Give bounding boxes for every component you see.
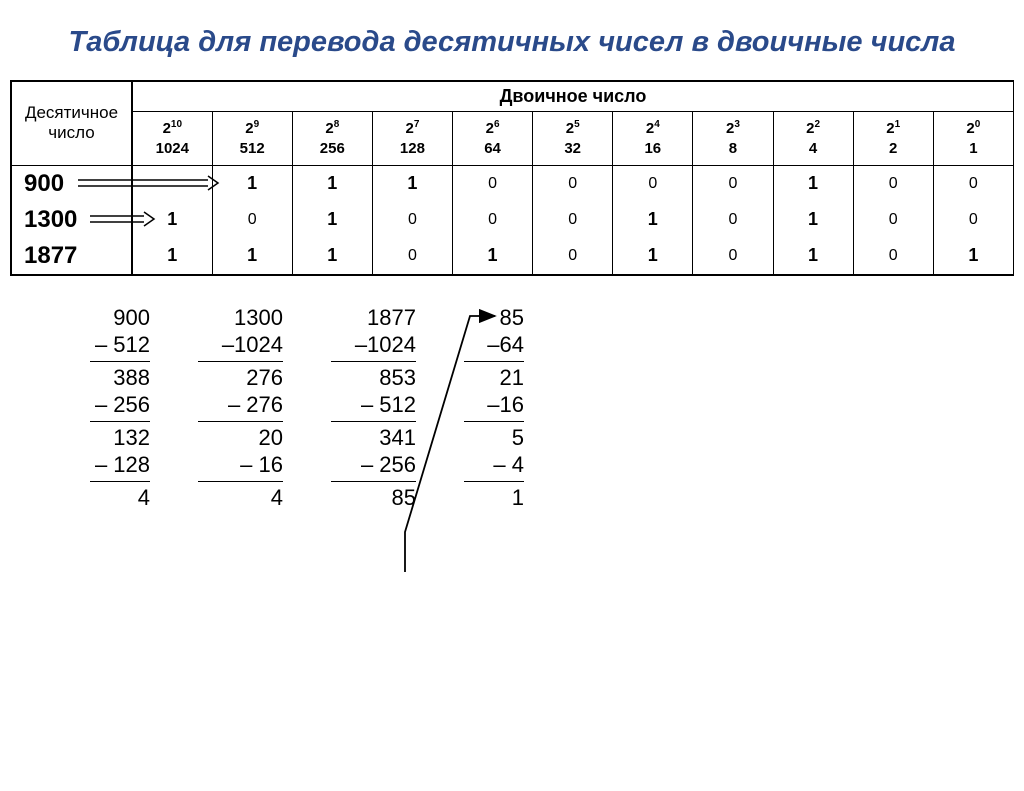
bit-cell: 0 [933, 165, 1013, 202]
bit-cell: 0 [533, 165, 613, 202]
bit-cell: 1 [292, 238, 372, 274]
power-col-8: 28256 [292, 111, 372, 165]
calc-rule [198, 481, 283, 482]
calc-line: 1 [464, 484, 524, 512]
power-col-9: 29512 [212, 111, 292, 165]
calc-rule [331, 421, 416, 422]
calc-rule [464, 361, 524, 362]
bit-cell: 0 [453, 165, 533, 202]
calc-line: – 276 [198, 391, 283, 419]
calc-rule [198, 421, 283, 422]
power-col-6: 2664 [453, 111, 533, 165]
power-col-1: 212 [853, 111, 933, 165]
double-arrow-icon [90, 210, 162, 230]
bit-cell: 0 [613, 165, 693, 202]
power-col-7: 27128 [372, 111, 452, 165]
calc-line: 1300 [198, 304, 283, 332]
bit-cell: 0 [372, 202, 452, 238]
calc-line: – 4 [464, 451, 524, 479]
decimal-value: 900 [12, 165, 132, 202]
calc-line: 132 [90, 424, 150, 452]
bit-cell: 1 [613, 202, 693, 238]
calc-column: 900– 512 388– 256 132– 128 4 [90, 304, 150, 512]
bit-cell: 0 [212, 202, 292, 238]
calculation-area: 900– 512388– 256132– 12841300–1024276– 2… [90, 304, 1024, 512]
bit-cell: 0 [453, 202, 533, 238]
bit-cell: 1 [773, 238, 853, 274]
calc-rule [331, 481, 416, 482]
calc-line: 341 [331, 424, 416, 452]
calc-line: 5 [464, 424, 524, 452]
double-arrow-icon [78, 174, 226, 194]
calc-line: 853 [331, 364, 416, 392]
calc-rule [464, 481, 524, 482]
calc-line: –1024 [198, 331, 283, 359]
calc-rule [198, 361, 283, 362]
calc-line: – 512 [90, 331, 150, 359]
bit-cell: 0 [693, 238, 773, 274]
bit-cell: 0 [533, 202, 613, 238]
calc-line: – 128 [90, 451, 150, 479]
bit-cell: 1 [132, 238, 212, 274]
bit-cell: 1 [613, 238, 693, 274]
bit-cell: 1 [292, 202, 372, 238]
calc-line: – 256 [331, 451, 416, 479]
col-header-binary: Двоичное число [132, 82, 1014, 112]
bit-cell: 1 [773, 165, 853, 202]
power-col-5: 2532 [533, 111, 613, 165]
calc-column: 85–64 21–16 5– 4 1 [464, 304, 524, 512]
col-header-decimal: Десятичное число [12, 82, 132, 166]
calc-rule [90, 361, 150, 362]
bit-cell: 0 [853, 202, 933, 238]
calc-line: 900 [90, 304, 150, 332]
bit-cell: 1 [773, 202, 853, 238]
calc-rule [90, 481, 150, 482]
calc-line: – 16 [198, 451, 283, 479]
calc-column: 1877–1024 853– 512 341– 256 85 [331, 304, 416, 512]
calc-line: – 512 [331, 391, 416, 419]
bit-cell: 0 [853, 238, 933, 274]
decimal-value: 1300 [12, 202, 132, 238]
calc-rule [464, 421, 524, 422]
bit-cell: 0 [693, 165, 773, 202]
calc-column: 1300–1024 276– 276 20– 16 4 [198, 304, 283, 512]
calc-line: –64 [464, 331, 524, 359]
bit-cell: 0 [372, 238, 452, 274]
conversion-table: Десятичное число Двоичное число 21010242… [10, 80, 1014, 276]
calc-line: 4 [198, 484, 283, 512]
calc-rule [90, 421, 150, 422]
power-col-3: 238 [693, 111, 773, 165]
calc-rule [331, 361, 416, 362]
bit-cell: 1 [453, 238, 533, 274]
calc-line: –16 [464, 391, 524, 419]
power-col-2: 224 [773, 111, 853, 165]
bit-cell: 1 [372, 165, 452, 202]
bit-cell: 0 [933, 202, 1013, 238]
power-col-4: 2416 [613, 111, 693, 165]
page-title: Таблица для перевода десятичных чисел в … [40, 24, 984, 62]
calc-line: 85 [464, 304, 524, 332]
power-col-10: 2101024 [132, 111, 212, 165]
power-col-0: 201 [933, 111, 1013, 165]
calc-line: 276 [198, 364, 283, 392]
bit-cell: 0 [853, 165, 933, 202]
bit-cell: 0 [533, 238, 613, 274]
calc-line: –1024 [331, 331, 416, 359]
calc-line: 4 [90, 484, 150, 512]
bit-cell: 0 [693, 202, 773, 238]
calc-line: 388 [90, 364, 150, 392]
calc-line: 20 [198, 424, 283, 452]
bit-cell: 1 [292, 165, 372, 202]
bit-cell: 1 [933, 238, 1013, 274]
calc-line: 1877 [331, 304, 416, 332]
calc-line: – 256 [90, 391, 150, 419]
decimal-label: Десятичное число [25, 103, 118, 142]
calc-line: 21 [464, 364, 524, 392]
bit-cell: 1 [212, 238, 292, 274]
decimal-value: 1877 [12, 238, 132, 274]
calc-line: 85 [331, 484, 416, 512]
